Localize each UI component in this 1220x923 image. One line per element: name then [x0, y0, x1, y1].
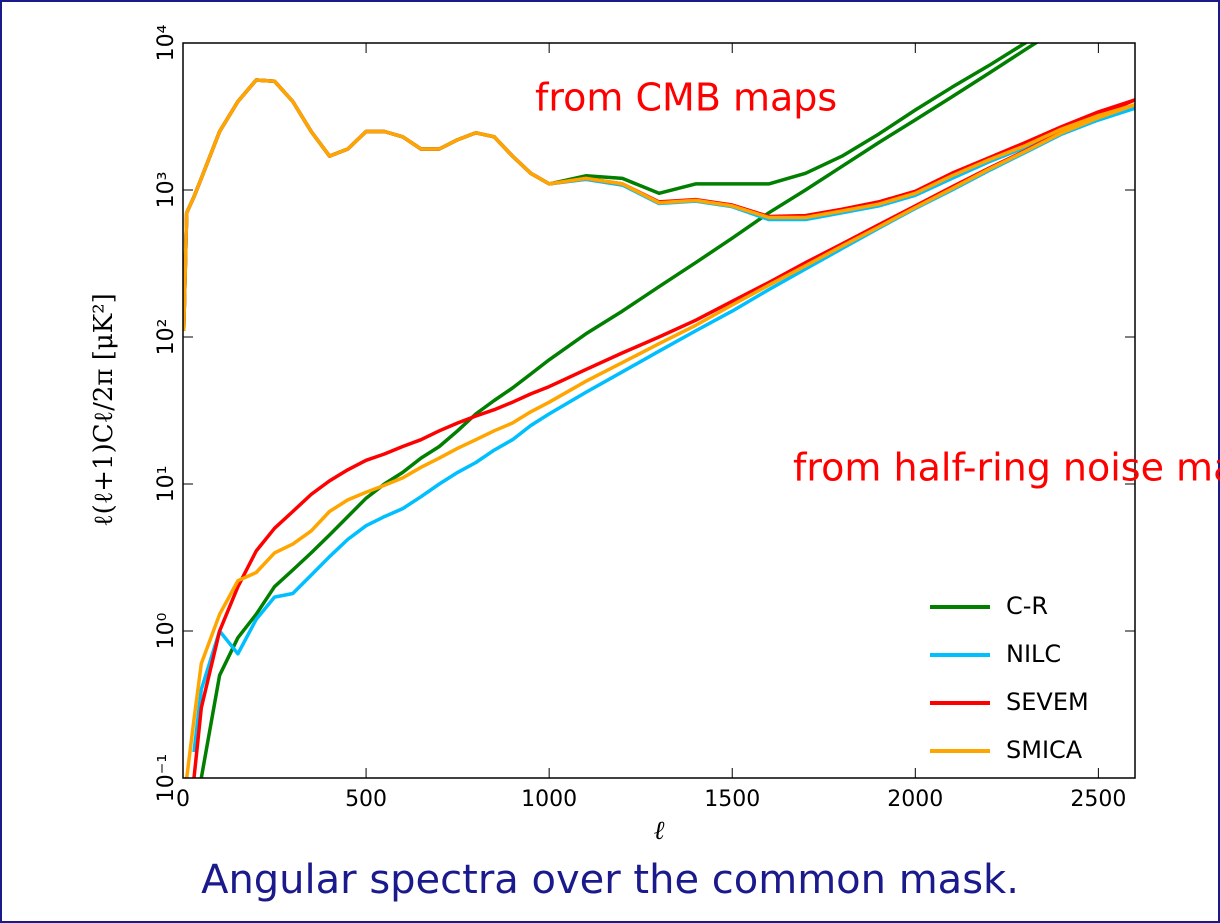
- x-axis-label: ℓ: [654, 816, 665, 846]
- x-tick-label: 2000: [887, 787, 943, 812]
- x-tick-label: 1500: [704, 787, 760, 812]
- series-line: [199, 43, 1039, 778]
- plot-lines: [183, 43, 1135, 778]
- x-tick-label: 0: [176, 787, 190, 812]
- x-tick-label: 1000: [521, 787, 577, 812]
- plot-frame: [182, 42, 1136, 779]
- annotation: from half-ring noise maps: [793, 446, 1220, 490]
- y-tick-label: 10²: [154, 319, 179, 356]
- legend-label: SMICA: [1006, 736, 1083, 764]
- series-line: [184, 103, 1135, 778]
- y-tick-label: 10¹: [154, 466, 179, 503]
- caption: Angular spectra over the common mask.: [201, 857, 1019, 903]
- y-tick-label: 10³: [154, 172, 179, 209]
- legend-label: NILC: [1006, 640, 1061, 668]
- y-tick-label: 10⁰: [154, 612, 179, 649]
- y-tick-label: 10⁴: [154, 24, 179, 61]
- x-tick-label: 500: [345, 787, 387, 812]
- x-tick-label: 2500: [1070, 787, 1126, 812]
- series-line: [183, 78, 1135, 331]
- legend-label: SEVEM: [1006, 688, 1089, 716]
- y-tick-label: 10⁻¹: [154, 754, 179, 802]
- y-axis-label: ℓ(ℓ+1)Cℓ/2π [μK²]: [89, 293, 119, 527]
- annotation: from CMB maps: [535, 76, 837, 120]
- legend-label: C-R: [1006, 592, 1048, 620]
